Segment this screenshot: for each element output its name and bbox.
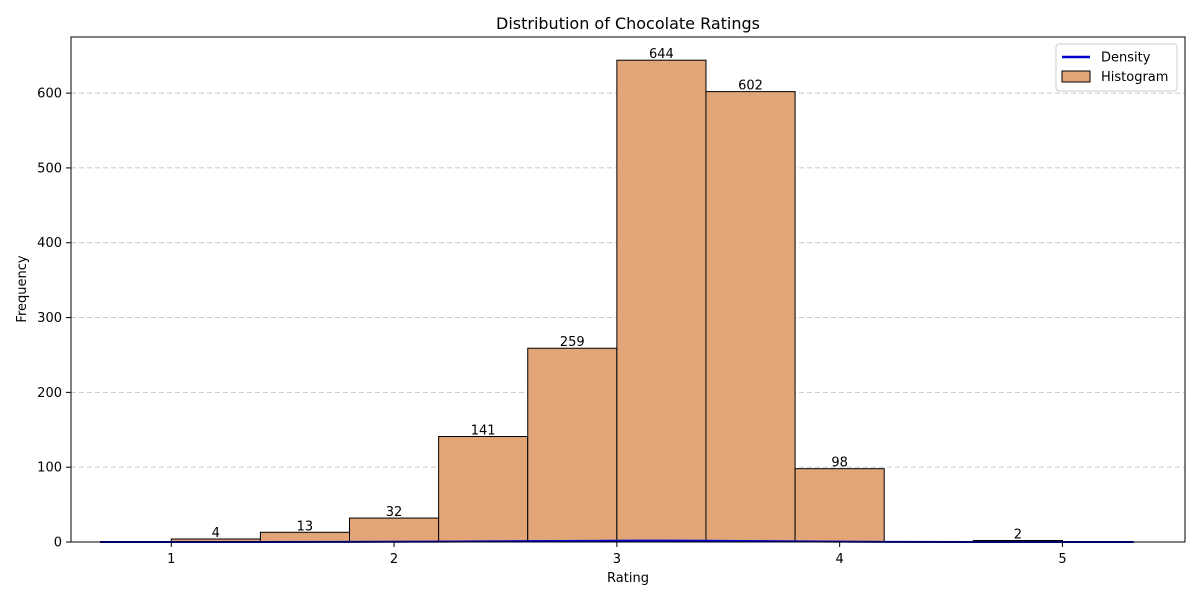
legend-density-label: Density: [1101, 51, 1151, 66]
y-tick-label-6: 600: [37, 87, 62, 102]
bar-label-2: 32: [386, 505, 403, 520]
x-tick-label-0: 1: [167, 552, 175, 567]
x-tick-label-4: 5: [1058, 552, 1066, 567]
x-axis: 1 2 3 4 5: [167, 542, 1067, 567]
bar-7: [794, 468, 885, 543]
bar-label-4: 259: [560, 335, 585, 350]
bar-5: [616, 59, 707, 543]
bar-3: [438, 436, 529, 543]
x-tick-label-2: 3: [613, 552, 621, 567]
legend-histogram-label: Histogram: [1101, 70, 1168, 85]
histogram-bars: [170, 59, 1063, 543]
x-tick-label-1: 2: [390, 552, 398, 567]
y-tick-label-4: 400: [37, 236, 62, 251]
legend-histogram-swatch: [1061, 70, 1091, 83]
bar-value-labels: 4 13 32 141 259 644 602 98 2: [212, 47, 1022, 542]
y-tick-label-2: 200: [37, 386, 62, 401]
bar-label-7: 98: [831, 456, 848, 471]
bar-label-3: 141: [471, 424, 496, 439]
legend: Density Histogram: [1055, 43, 1178, 92]
bar-label-0: 4: [212, 526, 220, 541]
chart-title: Distribution of Chocolate Ratings: [496, 14, 760, 33]
bar-label-6: 602: [738, 79, 763, 94]
plot-frame: [70, 36, 1186, 543]
y-tick-label-5: 500: [37, 161, 62, 176]
bar-label-5: 644: [649, 47, 674, 62]
y-axis: 0 100 200 300 400 500 600: [37, 87, 71, 551]
y-tick-label-0: 0: [54, 536, 62, 551]
y-tick-label-1: 100: [37, 461, 62, 476]
bar-6: [705, 91, 796, 543]
bar-4: [527, 347, 618, 543]
bar-label-1: 13: [297, 519, 314, 534]
x-tick-label-3: 4: [836, 552, 844, 567]
x-axis-label: Rating: [607, 571, 649, 586]
y-axis-label: Frequency: [15, 255, 30, 322]
bar-2: [349, 517, 440, 543]
y-tick-label-3: 300: [37, 311, 62, 326]
bar-label-9: 2: [1014, 528, 1022, 543]
